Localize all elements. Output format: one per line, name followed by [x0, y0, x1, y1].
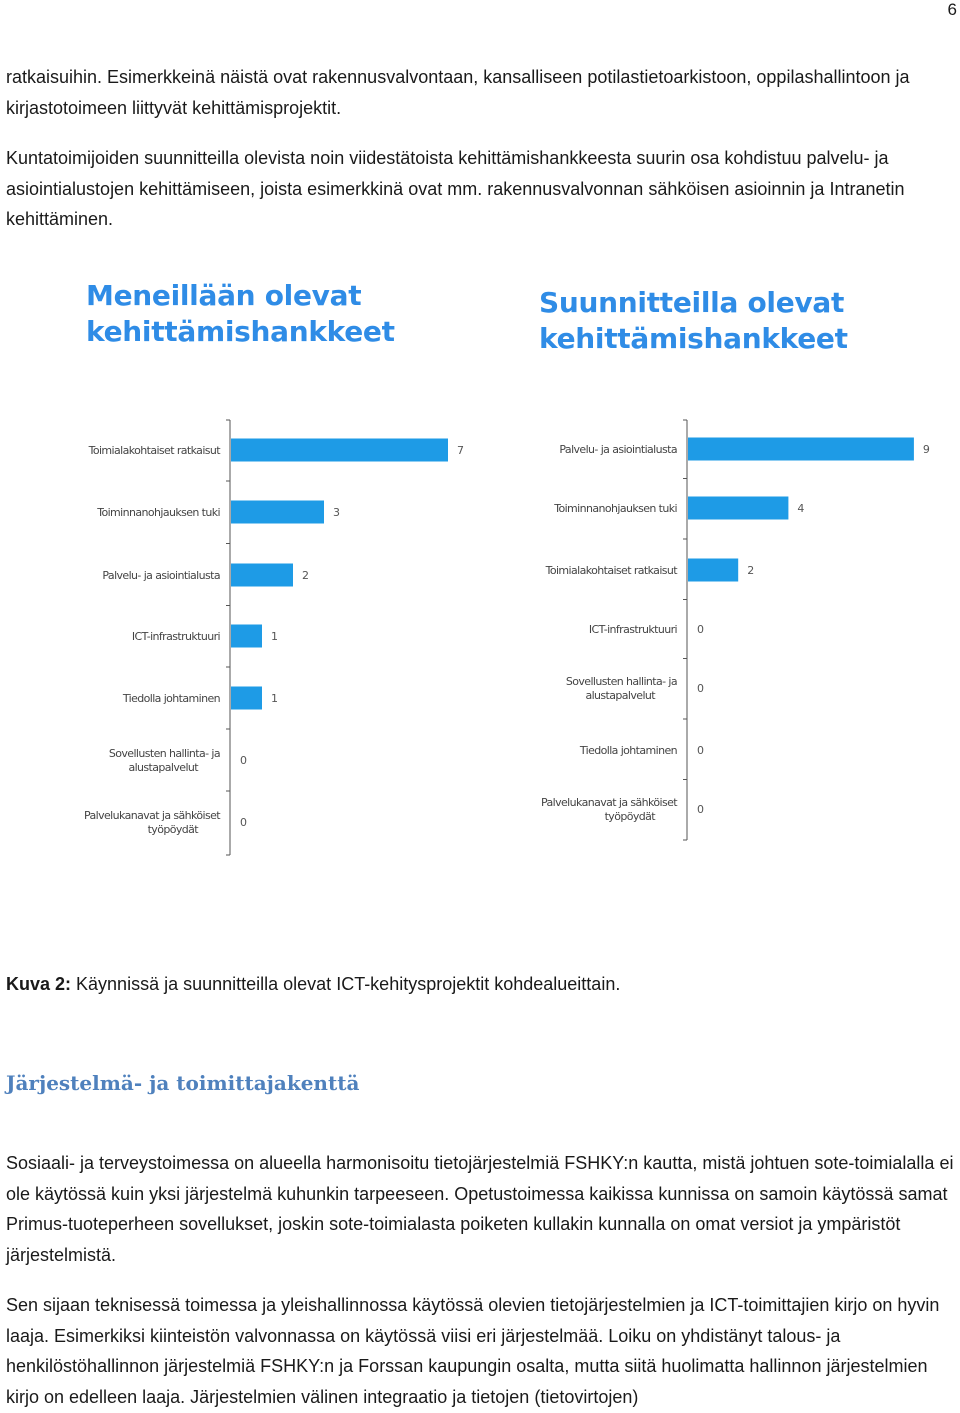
chart-1-value-label: 3 — [333, 506, 340, 519]
chart-2-bar — [688, 496, 789, 520]
chart-1-category-label: Toimialakohtaiset ratkaisut — [88, 444, 222, 457]
chart-1-bar — [231, 624, 262, 648]
chart-1-bar — [231, 686, 262, 710]
chart-2-bar — [688, 437, 914, 461]
chart-1-title-line-1: Meneillään olevat — [86, 279, 362, 312]
figure-caption: Kuva 2: Käynnissä ja suunnitteilla oleva… — [6, 969, 620, 999]
body-paragraph-4: Sen sijaan teknisessä toimessa ja yleish… — [6, 1295, 940, 1408]
chart-1-bar — [231, 438, 448, 462]
body-paragraph-1: ratkaisuihin. Esimerkkeinä näistä ovat r… — [6, 67, 910, 118]
chart-2-title-line-2: kehittämishankkeet — [539, 322, 848, 355]
chart-2-category-label: Sovellusten hallinta- ja alustapalvelut — [566, 675, 677, 702]
chart-1-category-label: Palvelu- ja asiointialusta — [102, 569, 220, 582]
page-number: 6 — [947, 0, 957, 19]
chart-1-title-line-2: kehittämishankkeet — [86, 315, 395, 348]
bar-charts: 7 Toimialakohtaiset ratkaisut 3 Toiminnanoh… — [84, 419, 930, 856]
chart-1-value-label: 1 — [271, 630, 278, 643]
chart-1-category-label: Tiedolla johtaminen — [122, 692, 221, 705]
chart-2-category-label: ICT-infrastruktuuri — [589, 623, 678, 636]
chart-2-value-label: 0 — [697, 803, 704, 816]
chart-1-category-label: Toiminnanohjauksen tuki — [96, 506, 220, 519]
figure-caption-label: Kuva 2: — [6, 974, 72, 994]
chart-1-category-label: Sovellusten hallinta- ja alustapalvelut — [109, 747, 220, 774]
section-heading: Järjestelmä- ja toimittajakenttä — [6, 1071, 360, 1095]
chart-1-value-label: 7 — [457, 444, 464, 457]
chart-2-value-label: 0 — [697, 744, 704, 757]
chart-2-value-label: 4 — [797, 502, 804, 515]
chart-2-value-label: 9 — [923, 443, 930, 456]
chart-2-category-label: Palvelukanavat ja sähköiset työpöydät — [541, 796, 678, 823]
chart-2-category-label: Tiedolla johtaminen — [579, 744, 678, 757]
body-paragraph-2: Kuntatoimijoiden suunnitteilla olevista … — [6, 148, 905, 230]
chart-1-value-label: 1 — [271, 692, 278, 705]
chart-2-value-label: 2 — [747, 564, 754, 577]
chart-1-category-label: ICT-infrastruktuuri — [132, 630, 221, 643]
chart-2-value-label: 0 — [697, 682, 704, 695]
chart-1-bar — [231, 563, 293, 587]
figure-caption-text: Käynnissä ja suunnitteilla olevat ICT-ke… — [71, 974, 621, 994]
chart-2-title: Suunnitteilla olevat kehittämishankkeet — [539, 285, 848, 357]
chart-2-category-label: Palvelu- ja asiointialusta — [559, 443, 677, 456]
chart-2-bar — [688, 558, 739, 582]
body-paragraph-3: Sosiaali- ja terveystoimessa on alueella… — [6, 1153, 954, 1266]
chart-1-bar — [231, 500, 324, 524]
chart-2-title-line-1: Suunnitteilla olevat — [539, 286, 845, 319]
chart-1-value-label: 0 — [240, 816, 247, 829]
chart-1-category-label: Palvelukanavat ja sähköiset työpöydät — [84, 809, 221, 836]
chart-2-value-label: 0 — [697, 623, 704, 636]
chart-1-value-label: 2 — [302, 569, 309, 582]
chart-1-title: Meneillään olevat kehittämishankkeet — [86, 278, 395, 350]
chart-1-value-label: 0 — [240, 754, 247, 767]
chart-2-category-label: Toimialakohtaiset ratkaisut — [545, 564, 679, 577]
chart-2-category-label: Toiminnanohjauksen tuki — [553, 502, 677, 515]
